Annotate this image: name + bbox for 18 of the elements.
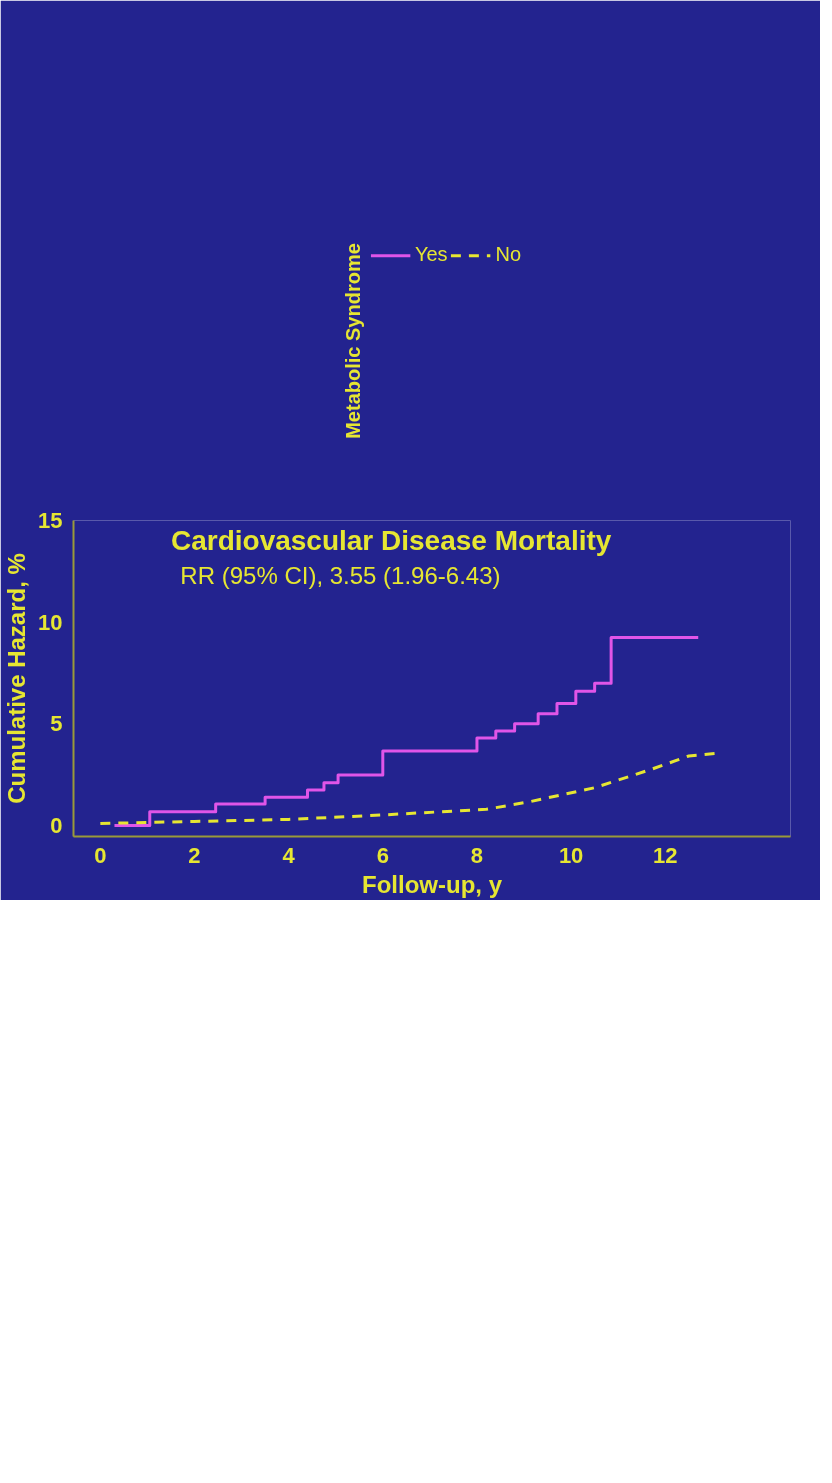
chart-title: Cardiovascular Disease Mortality xyxy=(170,525,612,557)
annotation: RR (95% CI), 3.55 (1.96-6.43) xyxy=(180,561,501,589)
y-tick-label: 10 xyxy=(38,609,63,635)
y-tick-label: 0 xyxy=(50,813,63,839)
x-tick-label: 10 xyxy=(558,842,584,868)
x-tick-label: 8 xyxy=(470,842,484,868)
y-tick-label: 5 xyxy=(50,711,63,737)
legend-title: Metabolic Syndrome xyxy=(341,243,365,439)
x-tick-label: 0 xyxy=(94,842,107,868)
x-tick-label: 12 xyxy=(653,842,678,868)
y-axis-title: Cumulative Hazard, % xyxy=(3,553,31,804)
y-tick-label: 15 xyxy=(38,508,63,533)
legend-label: Yes xyxy=(414,243,448,267)
x-tick-label: 2 xyxy=(188,842,201,868)
legend-label: No xyxy=(495,243,522,267)
x-axis-title: Follow-up, y xyxy=(362,870,503,898)
x-tick-label: 4 xyxy=(282,842,296,868)
x-tick-label: 6 xyxy=(376,842,389,868)
